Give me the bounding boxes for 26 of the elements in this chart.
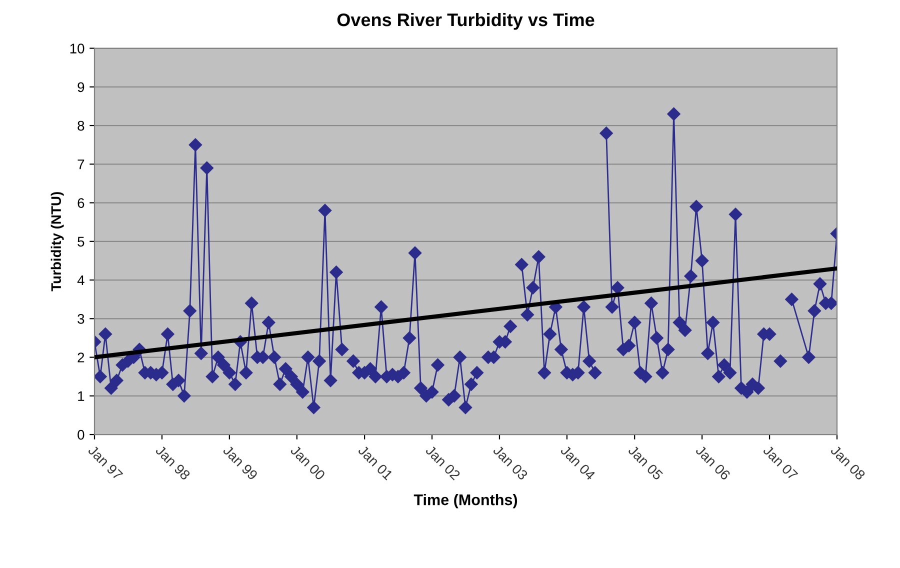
y-tick-label: 10 [70, 44, 84, 54]
x-tick-label: Jan 04 [560, 444, 596, 481]
y-tick-label: 6 [78, 198, 84, 208]
x-tick-label: Jan 06 [695, 444, 731, 481]
x-tick-label: Jan 99 [222, 444, 258, 480]
x-axis-title: Time (Months) [414, 494, 518, 508]
y-tick-label: 4 [77, 276, 84, 286]
x-tick-label: Jan 07 [762, 444, 798, 480]
x-tick-label: Jan 98 [154, 444, 191, 481]
chart-title: Ovens River Turbidity vs Time [337, 12, 594, 30]
y-tick-label: 7 [78, 160, 84, 170]
y-tick-label: 8 [78, 120, 84, 131]
y-tick-label: 9 [78, 82, 84, 92]
y-tick-label: 3 [78, 314, 84, 324]
x-tick-label: Jan 02 [424, 444, 461, 480]
x-tick-label: Jan 03 [492, 444, 528, 481]
y-tick-label: 5 [78, 236, 84, 247]
x-tick-label: Jan 01 [357, 444, 394, 480]
y-tick-label: 1 [78, 391, 84, 401]
x-tick-label: Jan 97 [87, 444, 124, 480]
x-tick-label: Jan 05 [628, 444, 664, 481]
x-tick-label: Jan 00 [290, 444, 326, 481]
y-tick-label: 2 [78, 352, 84, 362]
x-tick-label: Jan 08 [830, 444, 866, 481]
y-tick-label: 0 [78, 430, 84, 440]
y-axis-title: Turbidity (NTU) [50, 192, 64, 292]
